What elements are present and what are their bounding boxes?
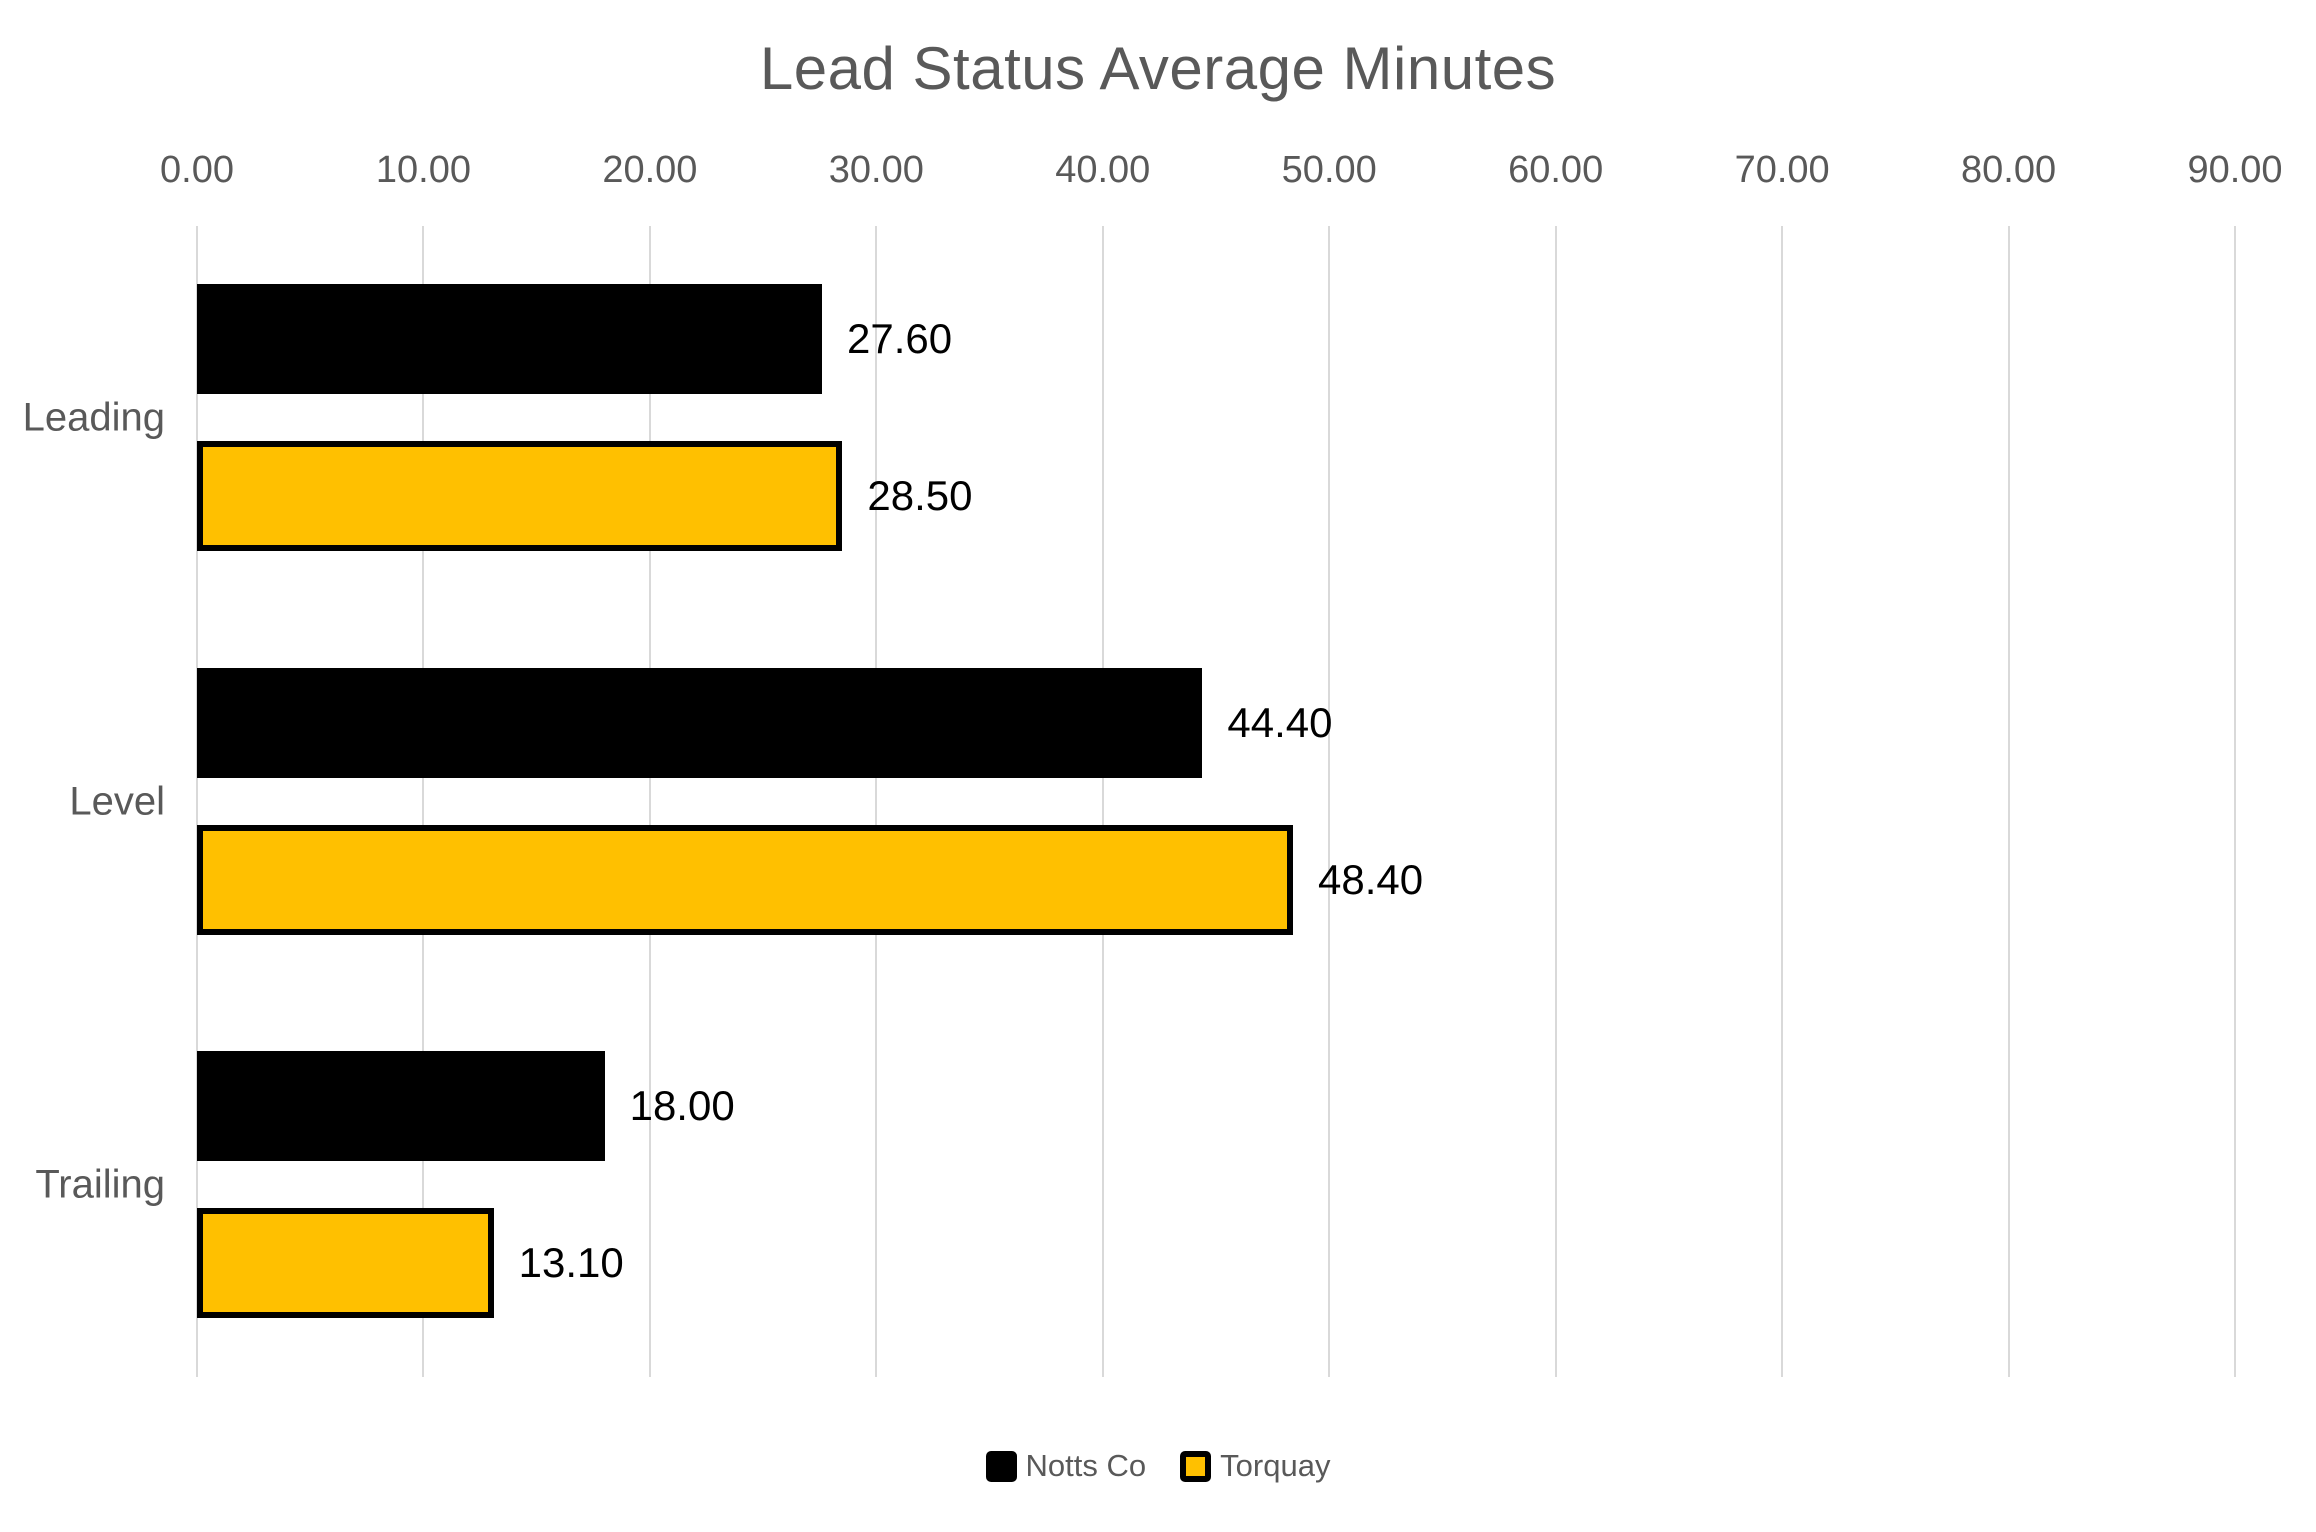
bar-notts-co — [197, 1051, 605, 1162]
bar-torquay — [197, 441, 843, 551]
x-axis-tick-label: 80.00 — [1961, 149, 2057, 191]
category-label: Level — [69, 779, 165, 823]
legend-item-torquay: Torquay — [1180, 1448, 1330, 1484]
x-axis-tick-label: 60.00 — [1508, 149, 1604, 191]
x-axis-tick-label: 0.00 — [160, 149, 234, 191]
bar-value-label: 27.60 — [846, 315, 953, 362]
bar-notts-co — [197, 667, 1203, 778]
torquay-swatch — [1180, 1450, 1212, 1482]
x-axis-tick-label: 10.00 — [375, 149, 471, 191]
category-label: Trailing — [35, 1162, 165, 1207]
gridline — [2234, 226, 2236, 1377]
gridline — [1328, 226, 1331, 1377]
legend-item-notts-co: Notts Co — [985, 1448, 1147, 1484]
bar-value-label: 18.00 — [629, 1082, 735, 1130]
gridline — [875, 226, 878, 1377]
x-axis-tick-label: 90.00 — [2187, 149, 2283, 191]
x-axis-tick-label: 50.00 — [1281, 149, 1377, 191]
gridline — [1101, 226, 1104, 1377]
bar-value-label: 28.50 — [867, 472, 973, 519]
legend-label-notts-co: Notts Co — [1025, 1448, 1147, 1483]
x-axis-tick-label: 70.00 — [1734, 149, 1830, 191]
bar-torquay — [197, 1208, 494, 1319]
notts-co-swatch — [985, 1450, 1017, 1482]
gridline — [648, 226, 651, 1377]
gridline — [1781, 226, 1784, 1377]
bar-value-label: 48.40 — [1317, 855, 1424, 903]
x-axis-tick-label: 40.00 — [1055, 149, 1151, 191]
chart-title: Lead Status Average Minutes — [759, 35, 1557, 102]
gridline — [2007, 226, 2010, 1377]
x-axis-tick-label: 30.00 — [828, 149, 924, 191]
x-axis-tick-label: 20.00 — [602, 149, 698, 191]
gridline — [422, 226, 425, 1377]
gridline — [1554, 226, 1557, 1377]
bar-value-label: 44.40 — [1227, 698, 1333, 746]
legend-label-torquay: Torquay — [1220, 1448, 1331, 1483]
gridline — [196, 226, 198, 1377]
bar-notts-co — [197, 284, 822, 394]
bar-torquay — [197, 824, 1293, 935]
category-label: Leading — [22, 395, 165, 440]
bar-value-label: 13.10 — [518, 1239, 624, 1287]
chart-legend: Notts Co Torquay — [0, 1438, 2316, 1494]
